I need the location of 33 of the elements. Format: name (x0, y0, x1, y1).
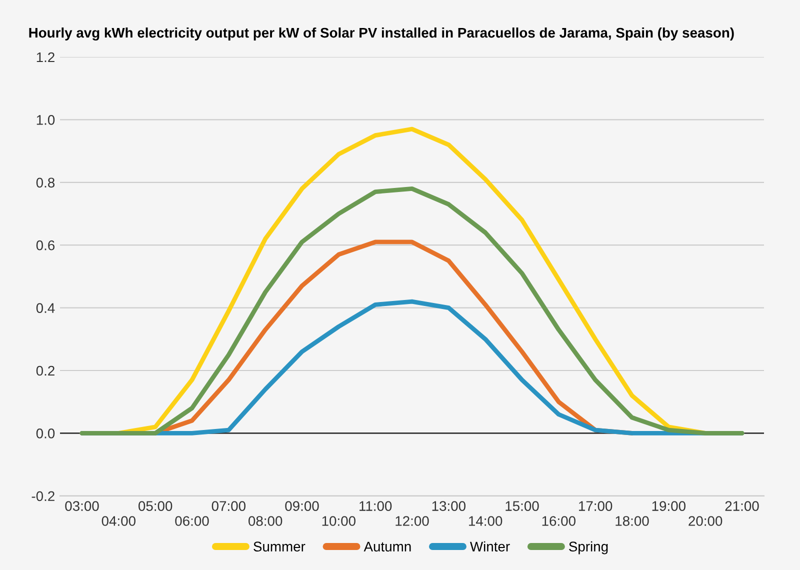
x-tick-label: 05:00 (138, 501, 172, 511)
x-tick-label: 20:00 (688, 516, 722, 526)
x-tick-label: 12:00 (396, 516, 429, 526)
x-tick-label: 15:00 (506, 501, 539, 511)
chart-title: Hourly avg kWh electricity output per kW of Solar PV installed in Paracuellos de Jarama, Spain (by season) (29, 27, 734, 40)
y-tick-label: 0.8 (36, 178, 55, 188)
y-tick-label: 0.2 (36, 366, 54, 376)
x-tick-label: 03:00 (65, 501, 99, 511)
x-tick-label: 21:00 (725, 501, 759, 511)
y-tick-label: -0.2 (32, 491, 54, 502)
x-tick-label: 19:00 (652, 501, 686, 511)
x-tick-label: 10:00 (322, 516, 356, 526)
x-tick-label: 07:00 (212, 501, 246, 511)
x-tick-label: 11:00 (360, 501, 392, 511)
x-tick-label: 14:00 (469, 516, 502, 526)
y-tick-label: 1.0 (36, 115, 55, 125)
y-tick-label: 0.4 (36, 303, 55, 313)
x-tick-label: 09:00 (285, 501, 319, 511)
y-tick-label: 1.2 (36, 52, 54, 62)
x-tick-label: 18:00 (616, 516, 649, 526)
y-tick-label: 0.0 (36, 428, 55, 438)
legend-label: Winter (470, 541, 510, 552)
line-series (80, 186, 744, 436)
legend-label: Autumn (364, 542, 411, 552)
y-tick-label: 0.6 (36, 240, 55, 250)
legend-label: Summer (254, 542, 306, 552)
legend-label: Spring (569, 541, 608, 554)
x-tick-label: 06:00 (175, 516, 209, 526)
x-tick-label: 16:00 (542, 516, 576, 526)
x-tick-label: 08:00 (248, 516, 282, 526)
x-tick-label: 13:00 (432, 501, 466, 511)
x-tick-label: 17:00 (579, 501, 612, 511)
x-tick-label: 04:00 (102, 516, 136, 526)
